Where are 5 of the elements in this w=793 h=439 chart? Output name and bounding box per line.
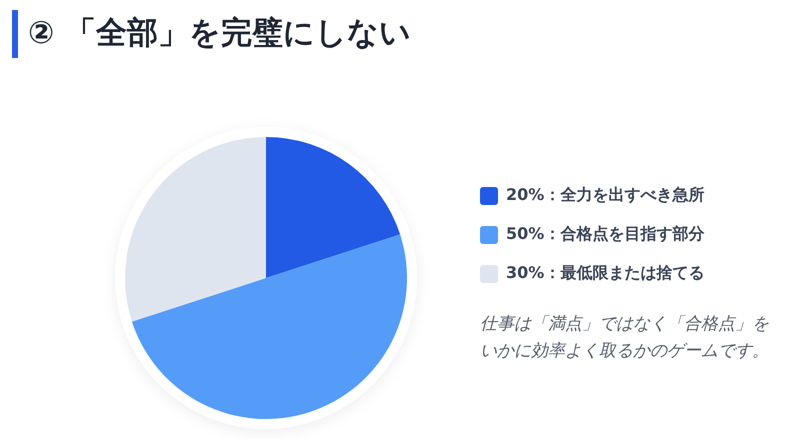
legend-label: 30%：最低限または捨てる — [506, 263, 704, 282]
text: 仕事は「満点」ではなく「合格点」をいかに効率よく取るかのゲームです。 — [480, 313, 770, 363]
legend-label: 50%：合格点を目指す部分 — [506, 224, 706, 244]
legend-label: 20%：全力を出すべき急所 — [506, 185, 704, 204]
chart-title: ② 「全部」を完璧にしない — [28, 15, 412, 51]
